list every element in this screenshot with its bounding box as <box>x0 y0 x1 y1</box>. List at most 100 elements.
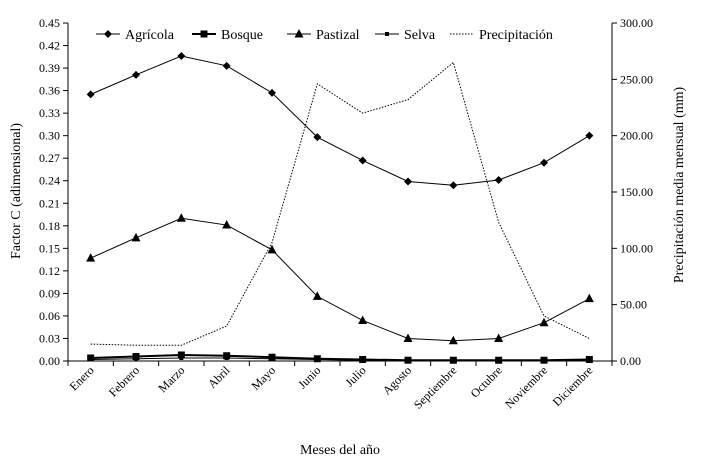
data-point-agricola <box>268 88 276 97</box>
data-point-pastizal <box>131 232 141 242</box>
x-tick-label: Enero <box>67 363 97 393</box>
legend-marker <box>385 32 389 36</box>
x-tick-label: Julio <box>342 363 368 389</box>
y-tick-label: 0.36 <box>39 84 60 98</box>
x-tick-label: Mayo <box>248 363 278 393</box>
series-line-precipitacion <box>90 61 590 346</box>
data-point-selva <box>224 355 229 360</box>
y2-tick-label: 300.00 <box>620 16 653 30</box>
data-point-pastizal <box>312 291 322 300</box>
data-point-agricola <box>86 90 95 99</box>
x-axis-title: Meses del año <box>300 443 380 458</box>
data-point-pastizal <box>176 213 186 222</box>
legend-item-agricola: Agrícola <box>96 28 175 43</box>
data-point-selva <box>496 359 501 363</box>
x-tick-label: Junio <box>295 363 323 391</box>
y-tick-label: 0.18 <box>39 219 60 233</box>
y-tick-label: 0.24 <box>39 174 60 188</box>
data-point-bosque <box>223 352 231 360</box>
data-point-agricola <box>132 70 140 79</box>
data-point-pastizal <box>584 293 594 303</box>
series-line-pastizal <box>90 217 590 342</box>
y2-tick-label: 100.00 <box>620 241 653 255</box>
legend-label: Pastizal <box>316 28 360 43</box>
legend-item-precipitacion: Precipitación <box>450 28 553 43</box>
data-point-pastizal <box>403 333 413 342</box>
y-tick-label: 0.12 <box>39 264 60 278</box>
data-point-agricola <box>222 61 231 70</box>
y-tick-label: 0.42 <box>39 39 60 53</box>
series-precipitacion <box>90 61 590 346</box>
data-point-agricola <box>358 156 367 165</box>
data-point-selva <box>451 359 456 363</box>
y2-tick-label: 250.00 <box>620 72 653 86</box>
series-line-bosque <box>90 353 590 362</box>
legend-item-selva: Selva <box>375 28 436 43</box>
legend-label: Selva <box>404 28 436 43</box>
data-point-selva <box>360 358 365 363</box>
data-point-pastizal <box>267 244 277 254</box>
y-tick-label: 0.09 <box>39 286 60 300</box>
legend-marker <box>104 30 112 38</box>
y-axis-title: Factor C (adimensional) <box>9 123 24 259</box>
x-tick-label: Septiembre <box>411 363 460 412</box>
axes: 0.00 0.03 0.06 0.09 0.12 0.15 0.18 0.21 0.24 0.27… <box>39 16 653 412</box>
data-point-agricola <box>177 52 186 61</box>
y2-tick-label: 150.00 <box>620 185 653 199</box>
y-tick-label: 0.45 <box>39 16 60 30</box>
y2-tick-label: 0.00 <box>620 354 641 368</box>
y2-tick-label: 200.00 <box>620 129 653 143</box>
data-point-pastizal <box>358 315 368 324</box>
x-tick-label: Agosto <box>380 363 414 397</box>
series-pastizal <box>86 213 594 345</box>
data-point-pastizal <box>86 253 96 262</box>
series-selva <box>88 355 592 363</box>
series-line-selva <box>90 357 590 362</box>
series-layer <box>86 52 594 364</box>
data-point-selva <box>270 356 274 361</box>
data-point-selva <box>406 359 410 363</box>
legend-marker <box>200 30 208 38</box>
data-point-bosque <box>132 352 140 360</box>
y-tick-label: 0.00 <box>39 354 60 368</box>
legend-label: Precipitación <box>479 28 553 43</box>
x-tick-label: Noviembre <box>502 363 550 411</box>
legend-label: Bosque <box>221 28 263 43</box>
y-tick-label: 0.06 <box>39 309 60 323</box>
legend-label: Agrícola <box>125 28 175 43</box>
data-point-pastizal <box>539 317 549 327</box>
x-tick-label: Octubre <box>468 363 505 400</box>
y2-tick-label: 50.00 <box>620 298 647 312</box>
data-point-agricola <box>585 131 594 140</box>
y-tick-label: 0.27 <box>39 151 60 165</box>
data-point-selva <box>179 355 184 360</box>
data-point-agricola <box>449 181 458 190</box>
y2-axis-title: Precipitación media mensual (mm) <box>672 86 687 283</box>
series-agricola <box>86 52 594 190</box>
data-point-agricola <box>494 175 503 184</box>
legend: Agrícola Bosque Pastizal Selva Precipitación <box>96 28 553 43</box>
y-tick-label: 0.03 <box>39 331 60 345</box>
legend-item-pastizal: Pastizal <box>287 28 360 43</box>
data-point-selva <box>315 357 320 362</box>
x-tick-label: Marzo <box>155 363 187 395</box>
legend-marker <box>294 29 304 38</box>
data-point-pastizal <box>494 333 504 342</box>
data-point-pastizal <box>222 220 232 229</box>
data-point-agricola <box>540 158 548 167</box>
data-point-bosque <box>177 351 185 359</box>
data-point-selva <box>542 359 546 363</box>
data-point-agricola <box>404 177 412 186</box>
y-tick-label: 0.39 <box>39 61 60 75</box>
y-tick-label: 0.30 <box>39 129 60 143</box>
x-tick-label: Abril <box>205 363 233 391</box>
series-line-agricola <box>90 55 590 186</box>
data-point-pastizal <box>448 335 458 345</box>
y-tick-label: 0.15 <box>39 241 60 255</box>
x-tick-label: Diciembre <box>550 363 596 409</box>
y-tick-label: 0.21 <box>39 196 60 210</box>
legend-item-bosque: Bosque <box>192 28 263 43</box>
x-tick-label: Febrero <box>106 363 142 399</box>
data-point-selva <box>587 358 592 363</box>
